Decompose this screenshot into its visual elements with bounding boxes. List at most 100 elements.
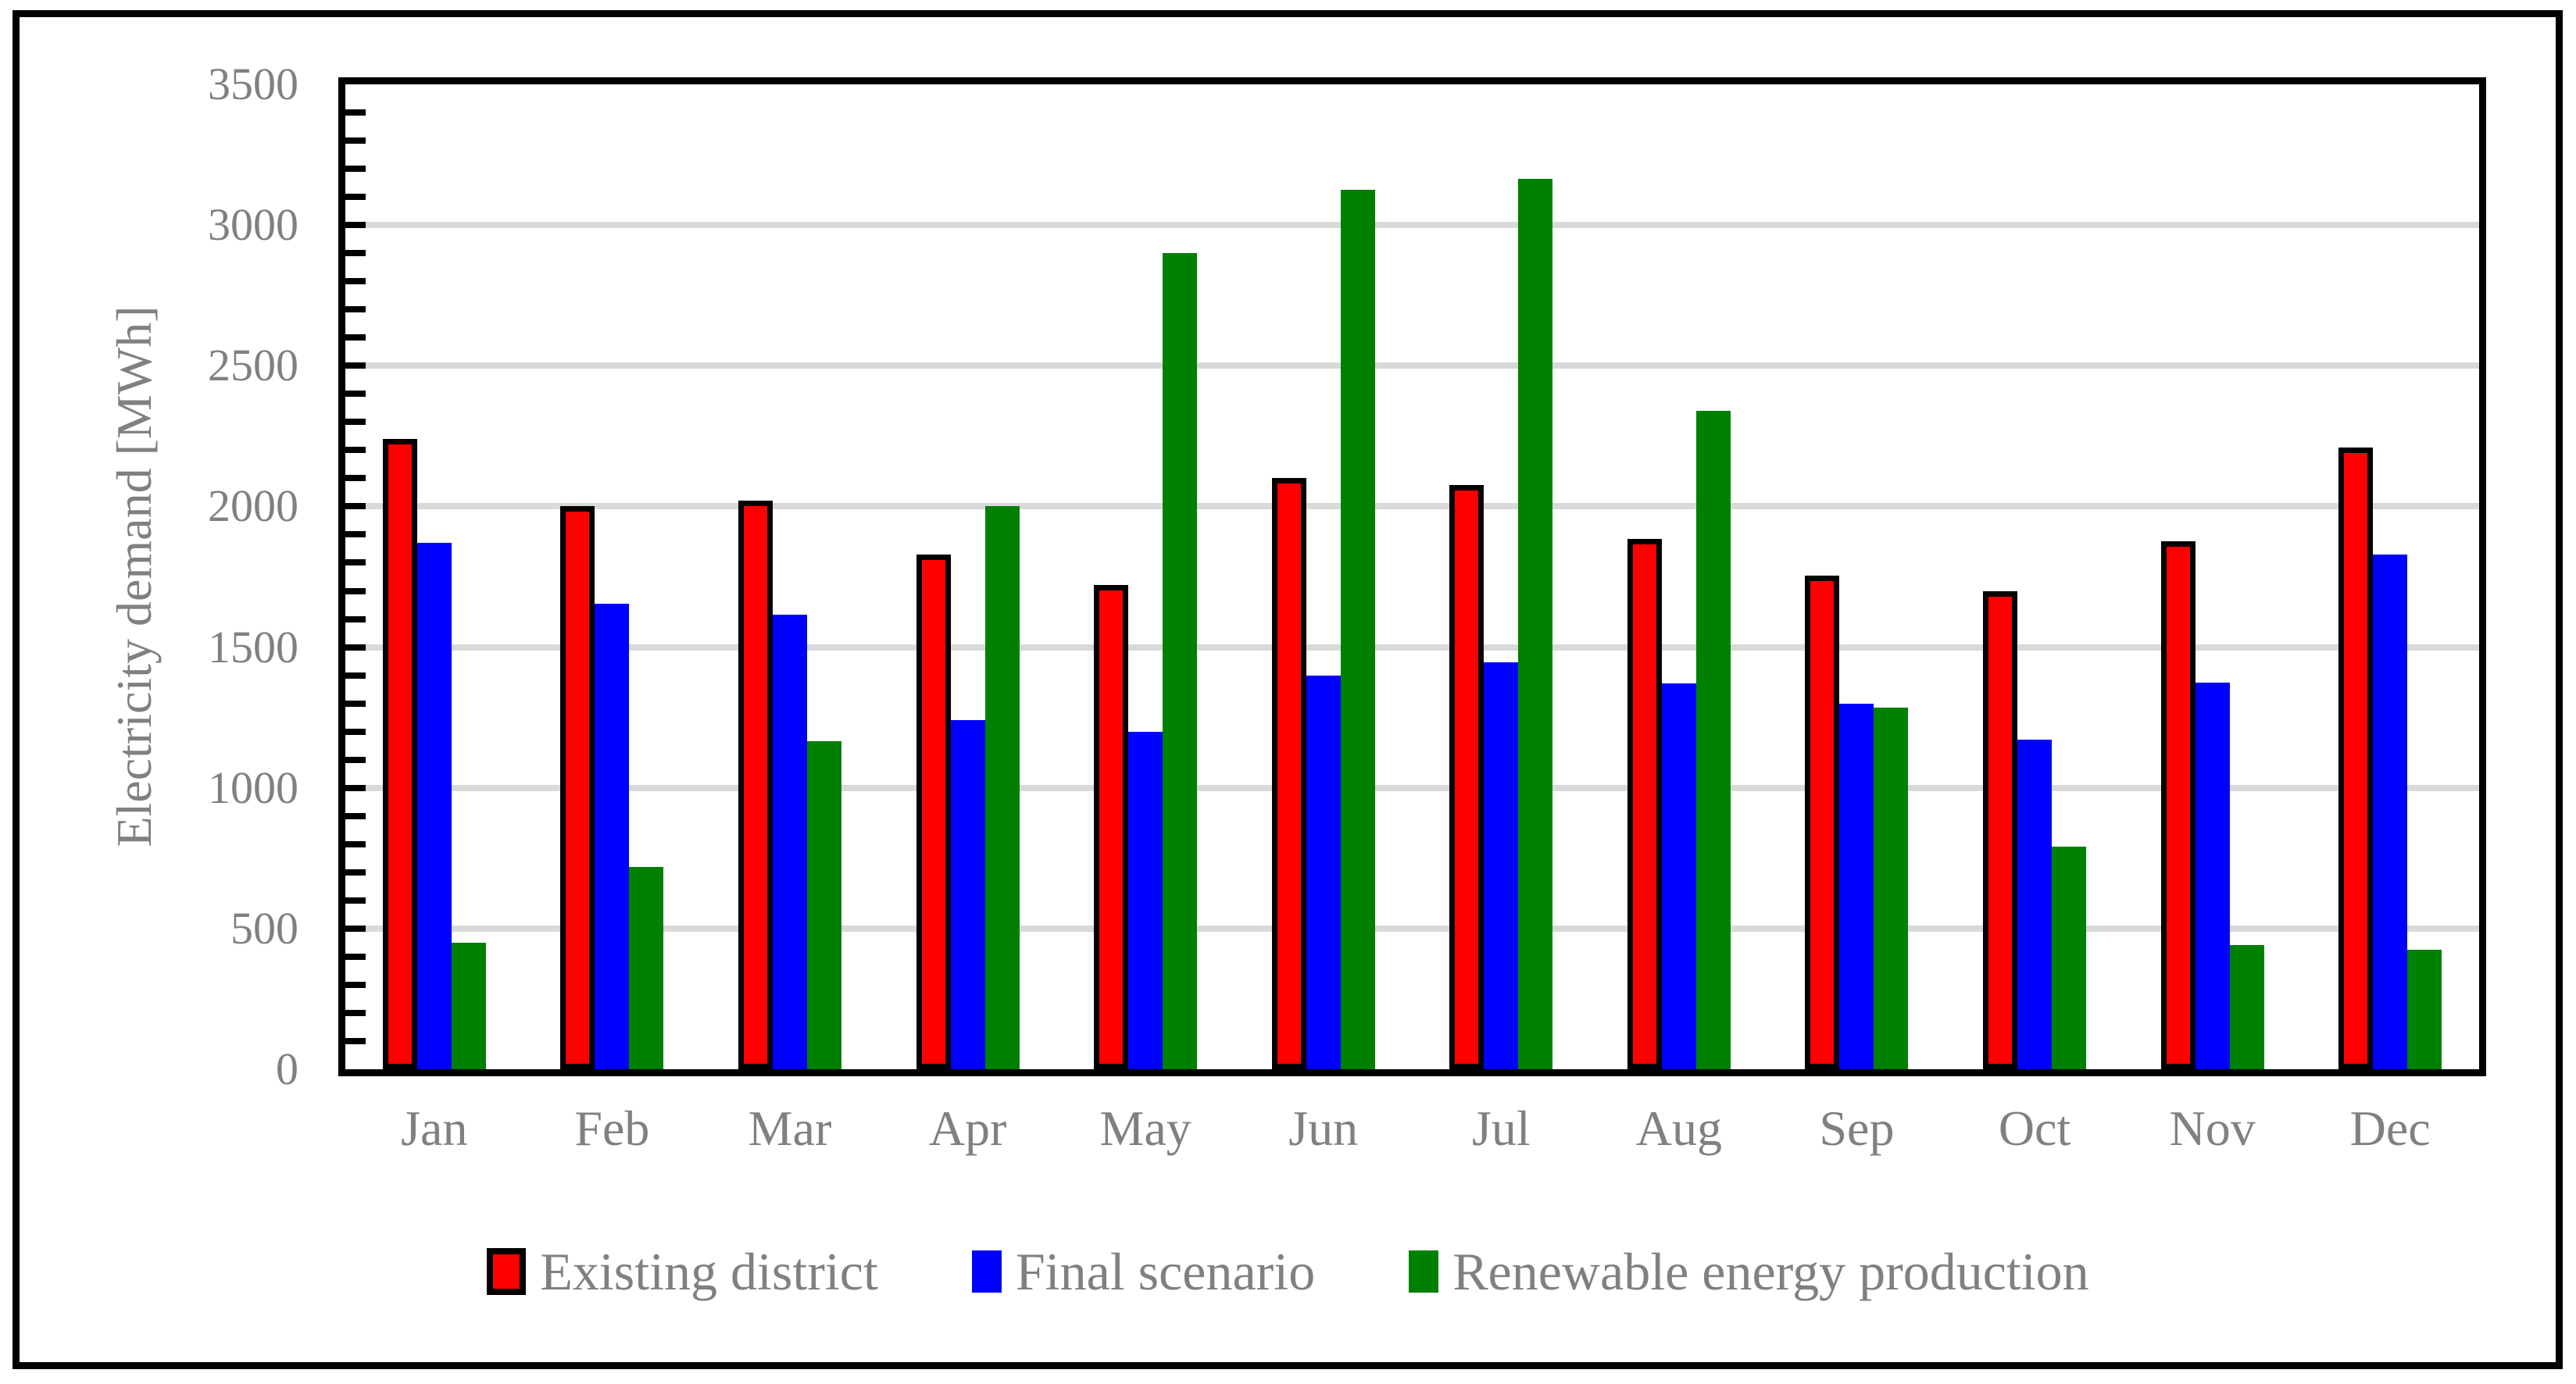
bar-final-scenario-nov — [2195, 683, 2230, 1069]
legend-label-existing-district: Existing district — [540, 1242, 878, 1301]
y-axis-label-500: 500 — [230, 902, 298, 954]
y-minor-tick-3300 — [345, 137, 366, 144]
y-minor-tick-700 — [345, 869, 366, 876]
bar-existing-district-feb — [560, 506, 595, 1069]
gridline-2000 — [345, 503, 2479, 510]
y-minor-tick-1100 — [345, 756, 366, 763]
bar-existing-district-may — [1094, 585, 1129, 1069]
bar-existing-district-jul — [1449, 485, 1485, 1069]
bar-final-scenario-may — [1128, 732, 1163, 1069]
bar-renewable-energy-production-jan — [451, 943, 486, 1069]
x-axis-label-aug: Aug — [1635, 1100, 1722, 1156]
legend-swatch-renewable-energy-production — [1409, 1250, 1439, 1293]
bar-final-scenario-jun — [1306, 676, 1341, 1069]
bar-renewable-energy-production-sep — [1874, 708, 1909, 1069]
bar-renewable-energy-production-jun — [1340, 190, 1375, 1069]
y-minor-tick-400 — [345, 953, 366, 960]
legend-item-existing-district: Existing district — [487, 1240, 878, 1303]
bar-renewable-energy-production-aug — [1695, 411, 1731, 1069]
y-minor-tick-1500 — [345, 644, 366, 651]
outer-border — [13, 10, 2563, 1369]
y-axis-label-3500: 3500 — [208, 59, 298, 109]
legend-item-final-scenario: Final scenario — [971, 1240, 1316, 1303]
y-minor-tick-600 — [345, 897, 366, 904]
bar-renewable-energy-production-feb — [629, 867, 664, 1069]
bar-existing-district-nov — [2160, 541, 2195, 1069]
gridline-2500 — [345, 362, 2479, 369]
y-minor-tick-1200 — [345, 728, 366, 735]
y-minor-tick-2800 — [345, 278, 366, 285]
x-axis-label-oct: Oct — [1998, 1100, 2071, 1156]
x-axis-label-jan: Jan — [401, 1100, 468, 1156]
bar-final-scenario-aug — [1661, 683, 1696, 1069]
bar-existing-district-dec — [2338, 448, 2374, 1069]
y-minor-tick-1400 — [345, 672, 366, 679]
y-minor-tick-200 — [345, 1009, 366, 1016]
y-axis-label-1000: 1000 — [208, 762, 298, 813]
bar-final-scenario-jul — [1484, 662, 1519, 1069]
gridline-1500 — [345, 644, 2479, 651]
y-minor-tick-3400 — [345, 109, 366, 116]
y-minor-tick-2500 — [345, 362, 366, 369]
y-minor-tick-1000 — [345, 784, 366, 791]
x-axis-label-sep: Sep — [1819, 1100, 1895, 1156]
x-axis-label-nov: Nov — [2169, 1100, 2256, 1156]
bar-existing-district-mar — [738, 501, 773, 1069]
legend-item-renewable-energy-production: Renewable energy production — [1409, 1240, 2089, 1303]
bar-final-scenario-mar — [772, 615, 807, 1069]
y-minor-tick-3000 — [345, 222, 366, 229]
gridline-500 — [345, 925, 2479, 932]
y-minor-tick-1800 — [345, 559, 366, 566]
y-minor-tick-2600 — [345, 334, 366, 341]
y-axis-label-2000: 2000 — [208, 480, 298, 532]
y-minor-tick-1700 — [345, 587, 366, 594]
bar-existing-district-sep — [1805, 576, 1840, 1069]
y-minor-tick-2900 — [345, 250, 366, 257]
y-minor-tick-900 — [345, 812, 366, 819]
x-axis-label-may: May — [1099, 1100, 1192, 1156]
x-axis-label-jun: Jun — [1288, 1100, 1359, 1156]
y-axis-label-3000: 3000 — [208, 199, 298, 251]
bar-renewable-energy-production-jul — [1518, 179, 1553, 1069]
y-minor-tick-3100 — [345, 194, 366, 201]
bar-renewable-energy-production-oct — [2052, 847, 2087, 1069]
bar-existing-district-apr — [916, 555, 951, 1069]
bar-renewable-energy-production-apr — [984, 506, 1020, 1069]
y-minor-tick-2100 — [345, 475, 366, 482]
x-axis-label-apr: Apr — [928, 1100, 1007, 1156]
y-axis-label-2500: 2500 — [208, 340, 298, 391]
y-minor-tick-300 — [345, 981, 366, 988]
bar-renewable-energy-production-may — [1163, 253, 1198, 1069]
bar-final-scenario-dec — [2373, 555, 2408, 1069]
y-minor-tick-1300 — [345, 700, 366, 707]
bar-renewable-energy-production-dec — [2407, 950, 2442, 1069]
y-minor-tick-1600 — [345, 615, 366, 622]
x-axis-label-feb: Feb — [574, 1100, 650, 1156]
y-minor-tick-3200 — [345, 166, 366, 173]
legend: Existing district Final scenario Renewab… — [0, 1240, 2576, 1303]
bar-final-scenario-sep — [1839, 704, 1874, 1069]
y-minor-tick-2000 — [345, 503, 366, 510]
y-minor-tick-2200 — [345, 447, 366, 454]
y-minor-tick-500 — [345, 925, 366, 932]
bar-final-scenario-apr — [950, 720, 985, 1069]
y-axis-label-0: 0 — [276, 1043, 298, 1094]
bar-final-scenario-oct — [2017, 740, 2053, 1069]
bar-final-scenario-jan — [416, 543, 452, 1069]
bar-existing-district-oct — [1983, 591, 2018, 1069]
legend-swatch-final-scenario — [971, 1250, 1002, 1293]
bar-existing-district-jan — [382, 439, 417, 1069]
gridline-3000 — [345, 222, 2479, 229]
plot-area — [338, 77, 2486, 1076]
x-axis-label-mar: Mar — [748, 1100, 832, 1156]
legend-label-final-scenario: Final scenario — [1015, 1242, 1316, 1301]
x-axis-label-jul: Jul — [1471, 1100, 1531, 1156]
y-minor-tick-2300 — [345, 419, 366, 426]
bar-existing-district-jun — [1271, 478, 1306, 1069]
bar-renewable-energy-production-mar — [806, 741, 841, 1069]
y-minor-tick-2400 — [345, 391, 366, 398]
legend-swatch-existing-district — [487, 1248, 527, 1295]
y-axis-label-1500: 1500 — [208, 621, 298, 672]
y-minor-tick-800 — [345, 840, 366, 847]
